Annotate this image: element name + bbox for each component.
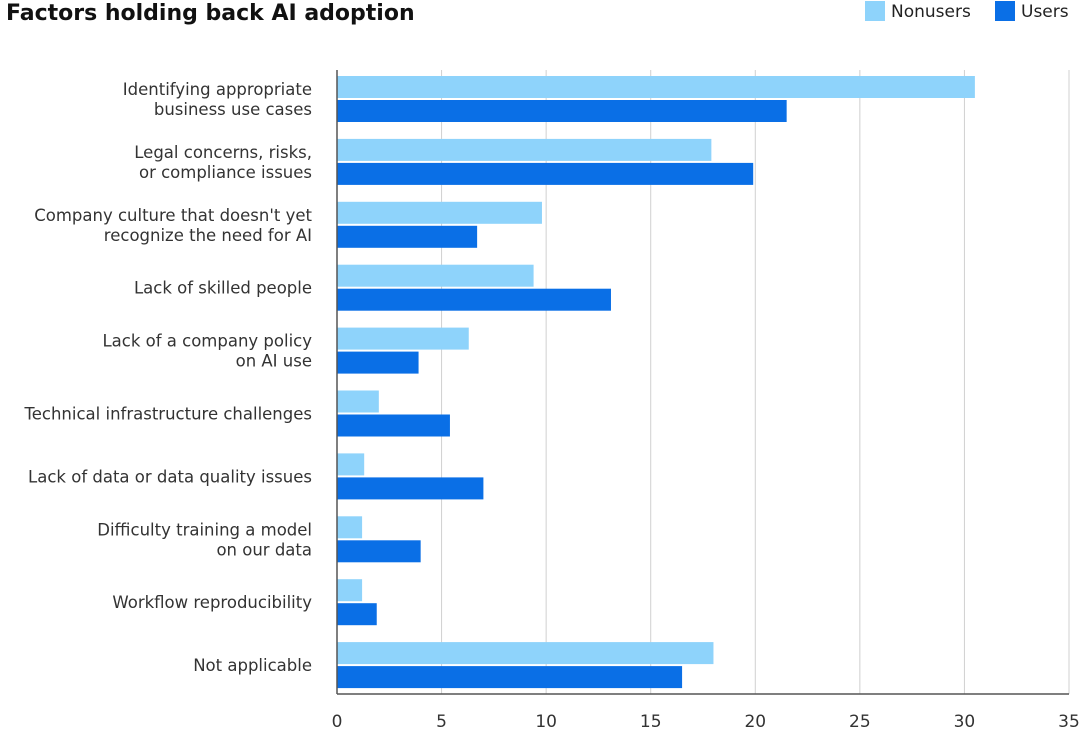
bar-users-7 bbox=[337, 477, 484, 500]
bar-users-10 bbox=[337, 666, 683, 689]
x-tick-label-25: 25 bbox=[849, 712, 871, 732]
bar-nonusers-8 bbox=[337, 516, 363, 539]
category-label-2: Legal concerns, risks, or compliance issu… bbox=[134, 143, 312, 182]
bars bbox=[337, 76, 975, 689]
legend-swatch-users bbox=[995, 1, 1015, 21]
legend-swatch-nonusers bbox=[865, 1, 885, 21]
bar-nonusers-6 bbox=[337, 390, 379, 413]
legend: Nonusers Users bbox=[865, 1, 1069, 22]
category-label-4: Lack of skilled people bbox=[134, 279, 312, 298]
bar-users-1 bbox=[337, 100, 787, 122]
bar-users-2 bbox=[337, 162, 754, 185]
bar-nonusers-7 bbox=[337, 453, 365, 476]
bar-users-8 bbox=[337, 540, 421, 563]
category-label-6: Technical infrastructure challenges bbox=[23, 405, 312, 424]
category-label-3: Company culture that doesn't yet recogniz… bbox=[34, 206, 312, 245]
axes bbox=[336, 70, 1069, 695]
category-label-8: Difficulty training a model on our data bbox=[97, 520, 312, 559]
bar-nonusers-10 bbox=[337, 642, 714, 665]
x-tick-label-15: 15 bbox=[640, 712, 662, 732]
x-tick-labels: 0 5 10 15 20 25 30 35 bbox=[332, 712, 1080, 732]
bar-users-3 bbox=[337, 225, 478, 248]
category-label-7: Lack of data or data quality issues bbox=[28, 467, 312, 486]
bar-nonusers-4 bbox=[337, 264, 534, 287]
bar-nonusers-5 bbox=[337, 327, 469, 350]
bar-nonusers-3 bbox=[337, 201, 542, 224]
x-tick-label-5: 5 bbox=[436, 712, 447, 732]
bar-nonusers-2 bbox=[337, 138, 712, 161]
category-label-5: Lack of a company policy on AI use bbox=[102, 332, 312, 371]
chart-title: Factors holding back AI adoption bbox=[6, 1, 415, 26]
x-tick-label-35: 35 bbox=[1058, 712, 1080, 732]
bar-nonusers-9 bbox=[337, 579, 363, 602]
x-tick-label-20: 20 bbox=[744, 712, 766, 732]
x-tick-label-0: 0 bbox=[332, 712, 343, 732]
category-label-1: Identifying appropriate business use case… bbox=[123, 80, 312, 119]
category-label-10: Not applicable bbox=[193, 656, 312, 675]
bar-users-4 bbox=[337, 288, 611, 311]
legend-label-nonusers: Nonusers bbox=[891, 2, 971, 22]
bar-nonusers-1 bbox=[337, 76, 975, 98]
bar-users-9 bbox=[337, 603, 377, 626]
x-tick-label-30: 30 bbox=[954, 712, 976, 732]
x-tick-label-10: 10 bbox=[535, 712, 557, 732]
bar-users-6 bbox=[337, 414, 450, 437]
category-labels: Identifying appropriate business use case… bbox=[23, 80, 312, 675]
legend-label-users: Users bbox=[1021, 2, 1069, 22]
category-label-9: Workflow reproducibility bbox=[112, 593, 312, 612]
bar-users-5 bbox=[337, 351, 419, 374]
